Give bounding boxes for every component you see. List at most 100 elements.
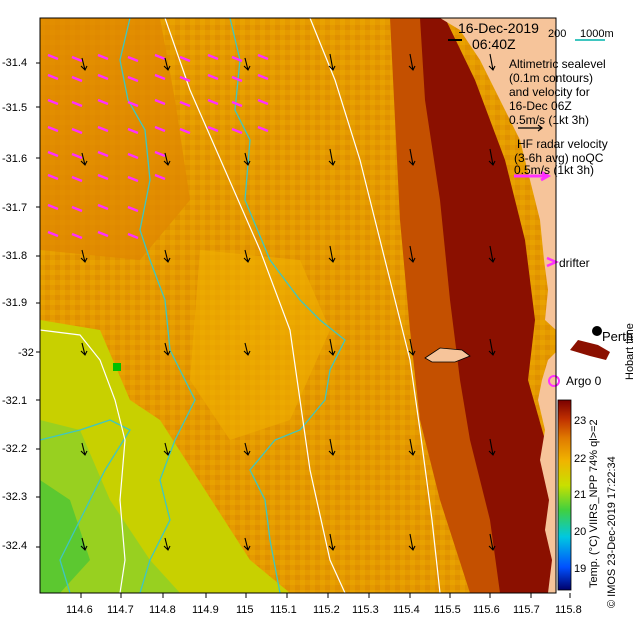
altimetric-velocity-vectors: [80, 53, 496, 551]
altimetry-contours: [39, 17, 346, 594]
x-tick-label: 115: [236, 604, 254, 616]
hf-vector: [207, 125, 219, 133]
hf-vector: [127, 100, 139, 108]
y-tick-label: -32.1: [2, 395, 28, 407]
hobart-label: Hobart time: [624, 323, 636, 380]
velocity-vector: [163, 342, 171, 356]
scale-label-200: 200: [548, 28, 567, 40]
velocity-vector: [243, 442, 251, 456]
hf-vector: [257, 73, 269, 81]
altimetry-legend-line: (0.1m contours): [509, 71, 594, 85]
hf-vector: [97, 203, 109, 211]
hf-vector: [127, 175, 139, 183]
hf-vector: [71, 55, 83, 63]
hf-vector: [154, 125, 166, 133]
hf-vector: [47, 203, 59, 211]
velocity-vector: [163, 537, 171, 551]
hf-vector: [71, 75, 83, 83]
velocity-vector: [328, 245, 336, 263]
hf-vector: [127, 232, 139, 240]
y-tick-label: -31.8: [2, 250, 28, 262]
velocity-vector: [488, 338, 496, 356]
map-date: 16-Dec-2019: [458, 20, 539, 36]
x-tick-label: 115.7: [513, 604, 540, 616]
colorbar-title: Temp. (°C) VIIRS_NPP 74% ql>=2: [588, 419, 600, 588]
hf-vector: [257, 53, 269, 61]
colorbar-tick: 21: [574, 489, 587, 501]
y-tick-label: -32.4: [2, 540, 28, 552]
hf-vector: [127, 152, 139, 160]
velocity-vector: [243, 249, 251, 263]
y-tick-label: -32: [18, 347, 34, 359]
hf-vector: [71, 152, 83, 160]
hf-vector: [97, 125, 109, 133]
scale-label-1000: 1000m: [580, 28, 614, 40]
altimetry-legend-line: 16-Dec 06Z: [509, 99, 572, 113]
hf-vector: [257, 98, 269, 106]
x-tick-label: 115.3: [352, 604, 379, 616]
velocity-vector: [243, 537, 251, 551]
y-tick-label: -31.7: [2, 202, 28, 214]
hf-vector: [47, 98, 59, 106]
velocity-vector: [328, 53, 336, 71]
hf-vector: [127, 75, 139, 83]
hf-vector: [47, 173, 59, 181]
hf-vector: [97, 230, 109, 238]
hf-vector: [207, 73, 219, 81]
velocity-vector: [80, 152, 88, 166]
velocity-vector: [80, 249, 88, 263]
velocity-vector: [328, 438, 336, 456]
colorbar-tick: 20: [574, 526, 587, 538]
argo-marker: [548, 375, 560, 387]
velocity-vector: [80, 537, 88, 551]
hf-vector: [47, 230, 59, 238]
velocity-vector: [243, 342, 251, 356]
y-tick-label: -31.9: [2, 297, 28, 309]
velocity-vector: [163, 57, 171, 71]
hf-legend-line: (3-6h avg) noQC: [514, 151, 604, 165]
x-tick-label: 115.4: [393, 604, 420, 616]
hf-vector: [154, 173, 166, 181]
hf-vector: [231, 75, 243, 83]
velocity-vector: [243, 152, 251, 166]
hf-vector: [257, 125, 269, 133]
hf-vector: [207, 98, 219, 106]
hf-vector: [97, 53, 109, 61]
velocity-vector: [408, 533, 416, 551]
velocity-vector: [163, 442, 171, 456]
perth-marker: [592, 326, 602, 336]
axis-ticks: [36, 62, 571, 598]
hf-vector: [179, 75, 191, 83]
hf-vector: [97, 173, 109, 181]
hf-vector: [179, 100, 191, 108]
hf-vector: [127, 205, 139, 213]
altimetry-legend-line: Altimetric sealevel: [509, 57, 606, 71]
hf-legend-line: HF radar velocity: [517, 137, 608, 151]
velocity-vector: [488, 533, 496, 551]
velocity-vector: [328, 148, 336, 166]
hf-vector: [97, 98, 109, 106]
hf-vector: [179, 55, 191, 63]
hf-vector: [127, 127, 139, 135]
credit-text: © IMOS 23-Dec-2019 17:22:34: [606, 456, 618, 608]
x-tick-label: 115.1: [270, 604, 297, 616]
velocity-vector: [408, 245, 416, 263]
altimetry-legend-line: 0.5m/s (1kt 3h): [509, 113, 590, 127]
x-tick-label: 115.5: [434, 604, 461, 616]
drifter-legend-label: drifter: [559, 256, 590, 270]
colorbar-tick: 23: [574, 415, 587, 427]
map-time: 06:40Z: [472, 36, 516, 52]
x-tick-label: 114.6: [66, 604, 93, 616]
velocity-vector: [80, 57, 88, 71]
sst-field: [40, 18, 590, 593]
y-tick-label: -32.2: [2, 443, 28, 455]
velocity-vector: [328, 533, 336, 551]
x-tick-label: 115.8: [555, 604, 582, 616]
velocity-vector: [488, 53, 496, 71]
y-tick-label: -31.5: [2, 102, 28, 114]
colorbar-tick: 19: [574, 563, 587, 575]
velocity-vector: [80, 442, 88, 456]
velocity-vector: [488, 148, 496, 166]
hf-vector: [47, 53, 59, 61]
